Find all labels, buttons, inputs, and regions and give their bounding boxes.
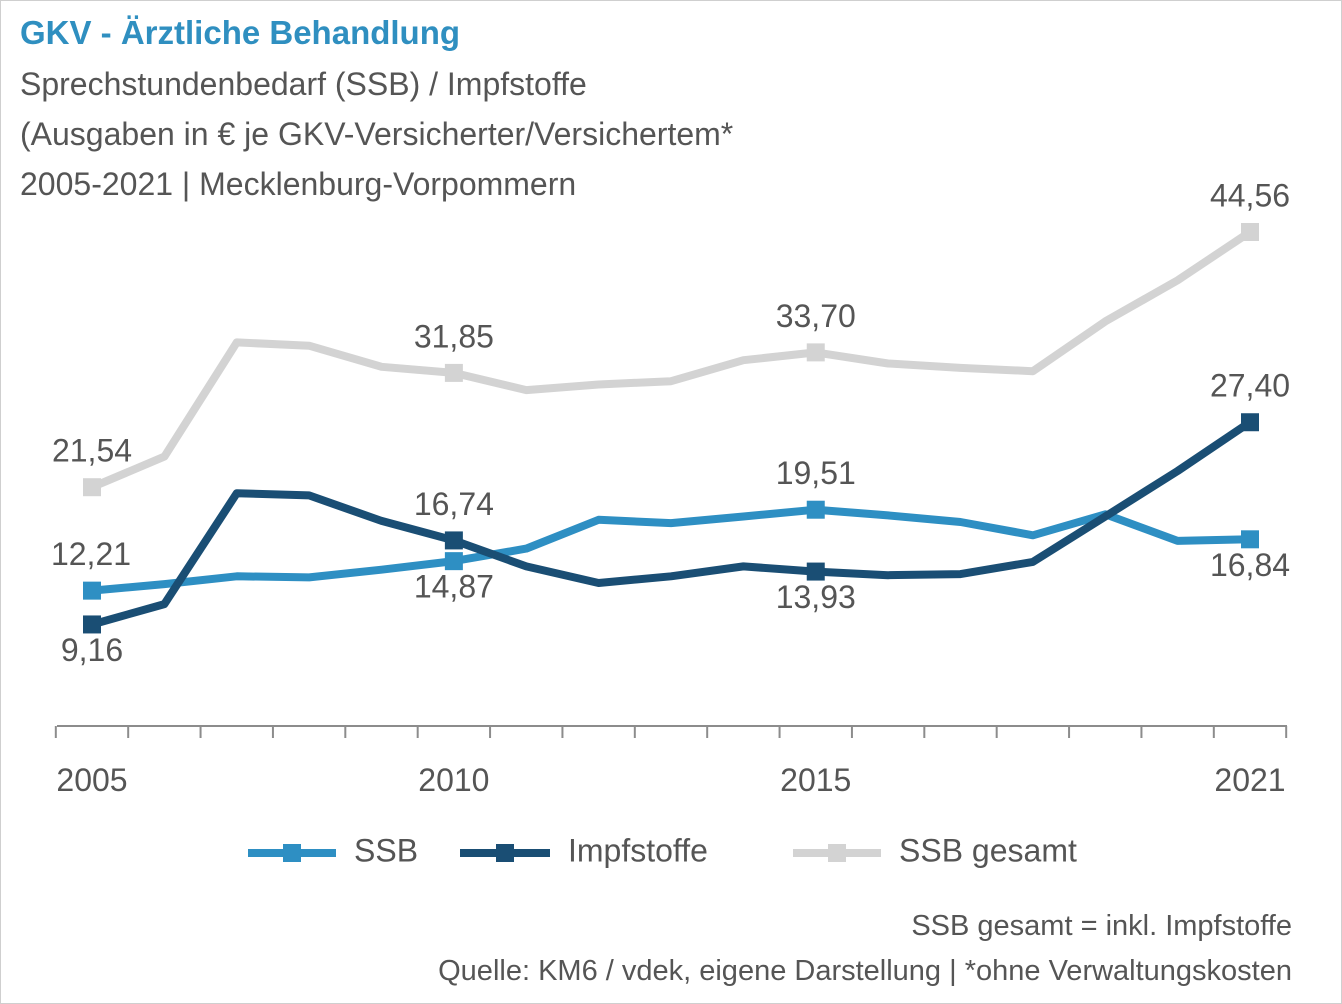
series-line xyxy=(91,505,1251,595)
legend-swatch-marker xyxy=(828,844,846,862)
footnote: SSB gesamt = inkl. Impfstoffe xyxy=(911,910,1292,942)
legend-swatch-marker xyxy=(283,844,301,862)
axis-layer: 2005 2010 2015 2021 xyxy=(54,725,1288,798)
series-marker xyxy=(83,478,101,497)
x-tick-label: 2015 xyxy=(780,762,851,798)
series-marker xyxy=(444,552,463,571)
data-label: 16,74 xyxy=(414,486,494,522)
series-line xyxy=(90,228,1253,491)
data-label: 13,93 xyxy=(776,579,856,615)
series-layer xyxy=(83,223,1259,634)
data-label: 16,84 xyxy=(1210,547,1290,583)
data-label: 27,40 xyxy=(1210,368,1290,404)
chart-title: GKV - Ärztliche Behandlung xyxy=(20,14,461,51)
series-marker xyxy=(1241,223,1259,241)
data-label: 14,87 xyxy=(414,569,494,605)
series-marker xyxy=(1241,530,1259,549)
chart-subtitle-line-2: (Ausgaben in € je GKV-Versicherter/Versi… xyxy=(20,116,734,152)
series-marker xyxy=(444,531,463,550)
series-marker xyxy=(806,562,825,581)
legend-label: SSB xyxy=(354,832,418,868)
data-label: 9,16 xyxy=(61,632,123,668)
data-label: 21,54 xyxy=(52,433,132,469)
legend-label: Impfstoffe xyxy=(568,832,708,868)
legend-swatch-marker xyxy=(496,844,514,862)
source-note: Quelle: KM6 / vdek, eigene Darstellung |… xyxy=(438,955,1292,987)
data-label: 31,85 xyxy=(414,318,494,354)
x-tick-label: 2021 xyxy=(1214,762,1285,798)
x-tick-label: 2010 xyxy=(418,762,489,798)
data-label: 33,70 xyxy=(776,298,856,334)
legend-label: SSB gesamt xyxy=(899,832,1077,868)
series-marker xyxy=(806,500,825,519)
x-tick-label: 2005 xyxy=(56,762,127,798)
series-marker xyxy=(83,581,101,600)
data-label-layer: 12,21 14,87 19,51 16,84 9,16 16,74 13,93 27,40 2… xyxy=(51,177,1290,667)
legend: SSB Impfstoffe SSB gesamt xyxy=(248,832,1077,868)
data-label: 12,21 xyxy=(51,536,131,572)
series-marker xyxy=(1241,413,1259,432)
chart-subtitle-line-3: 2005-2021 | Mecklenburg-Vorpommern xyxy=(20,166,577,202)
series-marker xyxy=(806,343,825,362)
data-label: 44,56 xyxy=(1210,177,1290,213)
series-line xyxy=(90,418,1253,629)
series-marker xyxy=(444,363,463,382)
data-label: 19,51 xyxy=(776,455,856,491)
chart-subtitle-line-1: Sprechstundenbedarf (SSB) / Impfstoffe xyxy=(20,66,587,102)
series-marker xyxy=(83,615,101,634)
